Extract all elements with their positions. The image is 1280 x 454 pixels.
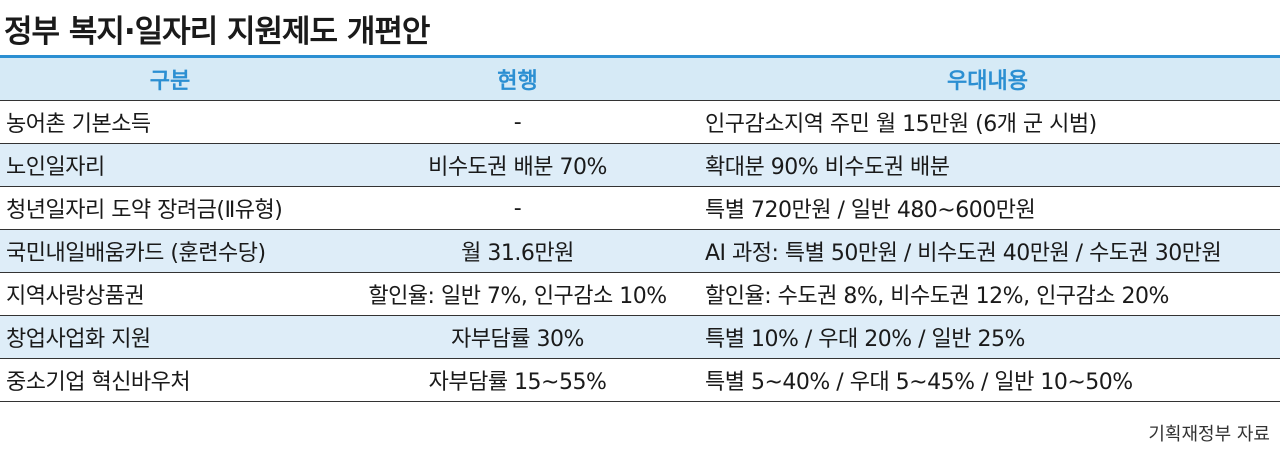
header-cell: 현행 [340,56,695,101]
table-cell: 확대분 90% 비수도권 배분 [695,143,1280,187]
table-cell: 비수도권 배분 70% [340,143,695,187]
table-cell: - [340,186,695,230]
table-cell: 할인율: 수도권 8%, 비수도권 12%, 인구감소 20% [695,272,1280,316]
table-cell: 농어촌 기본소득 [0,100,340,144]
table-cell: 지역사랑상품권 [0,272,340,316]
table-cell: 자부담률 30% [340,315,695,359]
table-cell: 국민내일배움카드 (훈련수당) [0,229,340,273]
table-row: 중소기업 혁신바우처 자부담률 15~55% 특별 5~40% / 우대 5~45%… [0,358,1280,402]
table-row: 창업사업화 지원 자부담률 30% 특별 10% / 우대 20% / 일반 25% [0,315,1280,359]
table-cell: 청년일자리 도약 장려금(Ⅱ유형) [0,186,340,230]
table-cell: 할인율: 일반 7%, 인구감소 10% [340,272,695,316]
table-row: 노인일자리 비수도권 배분 70% 확대분 90% 비수도권 배분 [0,143,1280,187]
table-body: 농어촌 기본소득 - 인구감소지역 주민 월 15만원 (6개 군 시범) 노인일자리… [0,100,1280,402]
table-cell: 자부담률 15~55% [340,358,695,402]
table-cell: 창업사업화 지원 [0,315,340,359]
table-row: 지역사랑상품권 할인율: 일반 7%, 인구감소 10% 할인율: 수도권 8%, … [0,272,1280,316]
table-cell: 특별 5~40% / 우대 5~45% / 일반 10~50% [695,358,1280,402]
table-cell: 특별 10% / 우대 20% / 일반 25% [695,315,1280,359]
table-cell: AI 과정: 특별 50만원 / 비수도권 40만원 / 수도권 30만원 [695,229,1280,273]
table-row: 청년일자리 도약 장려금(Ⅱ유형) - 특별 720만원 / 일반 480~600만… [0,186,1280,230]
table-cell: 중소기업 혁신바우처 [0,358,340,402]
title: 정부 복지·일자리 지원제도 개편안 [4,14,430,50]
table-cell: 특별 720만원 / 일반 480~600만원 [695,186,1280,230]
header-row: 구분 현행 우대내용 [0,56,1280,101]
policy-table: 구분 현행 우대내용 농어촌 기본소득 - 인구감소지역 주민 월 15만원 (6개 군… [0,55,1280,402]
table-row: 농어촌 기본소득 - 인구감소지역 주민 월 15만원 (6개 군 시범) [0,100,1280,144]
table-cell: 월 31.6만원 [340,229,695,273]
table-cell: 인구감소지역 주민 월 15만원 (6개 군 시범) [695,100,1280,144]
table-row: 국민내일배움카드 (훈련수당) 월 31.6만원 AI 과정: 특별 50만원 / … [0,229,1280,273]
header-cell: 우대내용 [695,56,1280,101]
table-cell: 노인일자리 [0,143,340,187]
source-note: 기획재정부 자료 [1148,424,1270,445]
header-cell: 구분 [0,56,340,101]
table-cell: - [340,100,695,144]
